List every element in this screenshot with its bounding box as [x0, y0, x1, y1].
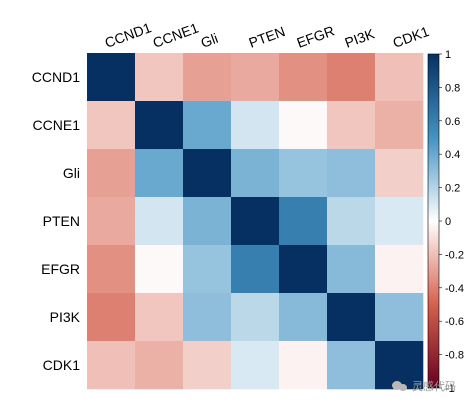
heatmap-cell-cdk1-efgr	[279, 341, 328, 390]
colorbar-tick-label: 1	[445, 49, 451, 61]
heatmap-cell-ccnd1-gli	[183, 53, 232, 102]
heatmap-cell-ccnd1-ccne1	[135, 53, 184, 102]
chat-bubble-icon	[392, 380, 408, 392]
heatmap-cell-pten-cdk1	[375, 197, 424, 246]
heatmap-cell-pi3k-pten	[231, 293, 280, 342]
row-label-efgr: EFGR	[41, 261, 80, 277]
heatmap-cell-gli-cdk1	[375, 149, 424, 198]
heatmap-cell-ccnd1-cdk1	[375, 53, 424, 102]
colorbar-tick-label: -0.4	[445, 283, 464, 295]
heatmap-cell-pi3k-gli	[183, 293, 232, 342]
colorbar-tick-label: 0.2	[445, 183, 460, 195]
heatmap-cell-pten-ccne1	[135, 197, 184, 246]
heatmap-cell-pten-gli	[183, 197, 232, 246]
heatmap-cells	[87, 53, 424, 390]
heatmap-cell-cdk1-pi3k	[327, 341, 376, 390]
colorbar-tick-label: -0.2	[445, 249, 464, 261]
heatmap-cell-efgr-pten	[231, 245, 280, 294]
colorbar: 1 0.8 0.6 0.4 0.2 0 -0.2 -0.4 -0.6 -0.8 -1	[427, 49, 464, 395]
colorbar-tick-label: 0	[445, 216, 451, 228]
heatmap-cell-ccnd1-ccnd1	[87, 53, 136, 102]
colorbar-tick-label: 0.6	[445, 116, 460, 128]
heatmap-cell-efgr-efgr	[279, 245, 328, 294]
heatmap-cell-cdk1-pten	[231, 341, 280, 390]
row-label-ccne1: CCNE1	[33, 117, 81, 133]
heatmap-cell-pi3k-ccnd1	[87, 293, 136, 342]
heatmap-cell-cdk1-ccnd1	[87, 341, 136, 390]
heatmap-cell-gli-pten	[231, 149, 280, 198]
watermark: 灵感代码	[392, 378, 456, 394]
colorbar-gradient	[427, 53, 440, 389]
row-label-gli: Gli	[63, 165, 80, 181]
heatmap-cell-cdk1-gli	[183, 341, 232, 390]
heatmap-cell-pi3k-pi3k	[327, 293, 376, 342]
watermark-text: 灵感代码	[412, 380, 456, 393]
column-label-cdk1: CDK1	[391, 23, 432, 51]
row-label-pten: PTEN	[43, 213, 80, 229]
colorbar-tick-label: 0.4	[445, 149, 460, 161]
colorbar-tick-label: 0.8	[445, 82, 460, 94]
heatmap-cell-gli-gli	[183, 149, 232, 198]
heatmap-cell-ccne1-ccnd1	[87, 101, 136, 150]
heatmap-cell-efgr-pi3k	[327, 245, 376, 294]
column-label-pten: PTEN	[247, 23, 288, 51]
heatmap-cell-ccne1-gli	[183, 101, 232, 150]
colorbar-tick-label: -0.8	[445, 350, 464, 362]
row-label-ccnd1: CCND1	[32, 69, 80, 85]
heatmap-cell-efgr-cdk1	[375, 245, 424, 294]
heatmap-cell-efgr-ccne1	[135, 245, 184, 294]
column-label-efgr: EFGR	[295, 22, 337, 50]
heatmap-cell-ccnd1-pten	[231, 53, 280, 102]
heatmap-cell-ccnd1-efgr	[279, 53, 328, 102]
column-label-pi3k: PI3K	[343, 25, 378, 51]
heatmap-cell-gli-ccnd1	[87, 149, 136, 198]
heatmap-cell-efgr-gli	[183, 245, 232, 294]
row-labels: CCND1 CCNE1 Gli PTEN EFGR PI3K CDK1	[32, 69, 81, 373]
heatmap-cell-pten-pten	[231, 197, 280, 246]
heatmap-cell-pten-pi3k	[327, 197, 376, 246]
heatmap-cell-ccne1-efgr	[279, 101, 328, 150]
row-label-pi3k: PI3K	[50, 309, 81, 325]
heatmap-cell-gli-pi3k	[327, 149, 376, 198]
heatmap-cell-pten-efgr	[279, 197, 328, 246]
heatmap-cell-gli-efgr	[279, 149, 328, 198]
heatmap-cell-ccne1-cdk1	[375, 101, 424, 150]
heatmap-cell-ccne1-pten	[231, 101, 280, 150]
heatmap-cell-ccnd1-pi3k	[327, 53, 376, 102]
column-label-ccne1: CCNE1	[151, 19, 201, 50]
colorbar-tick-label: -1	[445, 383, 455, 395]
heatmap-cell-ccne1-ccne1	[135, 101, 184, 150]
heatmap-cell-pi3k-efgr	[279, 293, 328, 342]
row-label-cdk1: CDK1	[43, 357, 81, 373]
column-label-gli: Gli	[199, 30, 221, 51]
heatmap-cell-pi3k-cdk1	[375, 293, 424, 342]
heatmap-cell-pi3k-ccne1	[135, 293, 184, 342]
column-label-ccnd1: CCND1	[103, 19, 154, 51]
heatmap-cell-pten-ccnd1	[87, 197, 136, 246]
heatmap-cell-gli-ccne1	[135, 149, 184, 198]
heatmap-cell-cdk1-ccne1	[135, 341, 184, 390]
heatmap-cell-efgr-ccnd1	[87, 245, 136, 294]
heatmap-cell-ccne1-pi3k	[327, 101, 376, 150]
colorbar-tick-label: -0.6	[445, 316, 464, 328]
